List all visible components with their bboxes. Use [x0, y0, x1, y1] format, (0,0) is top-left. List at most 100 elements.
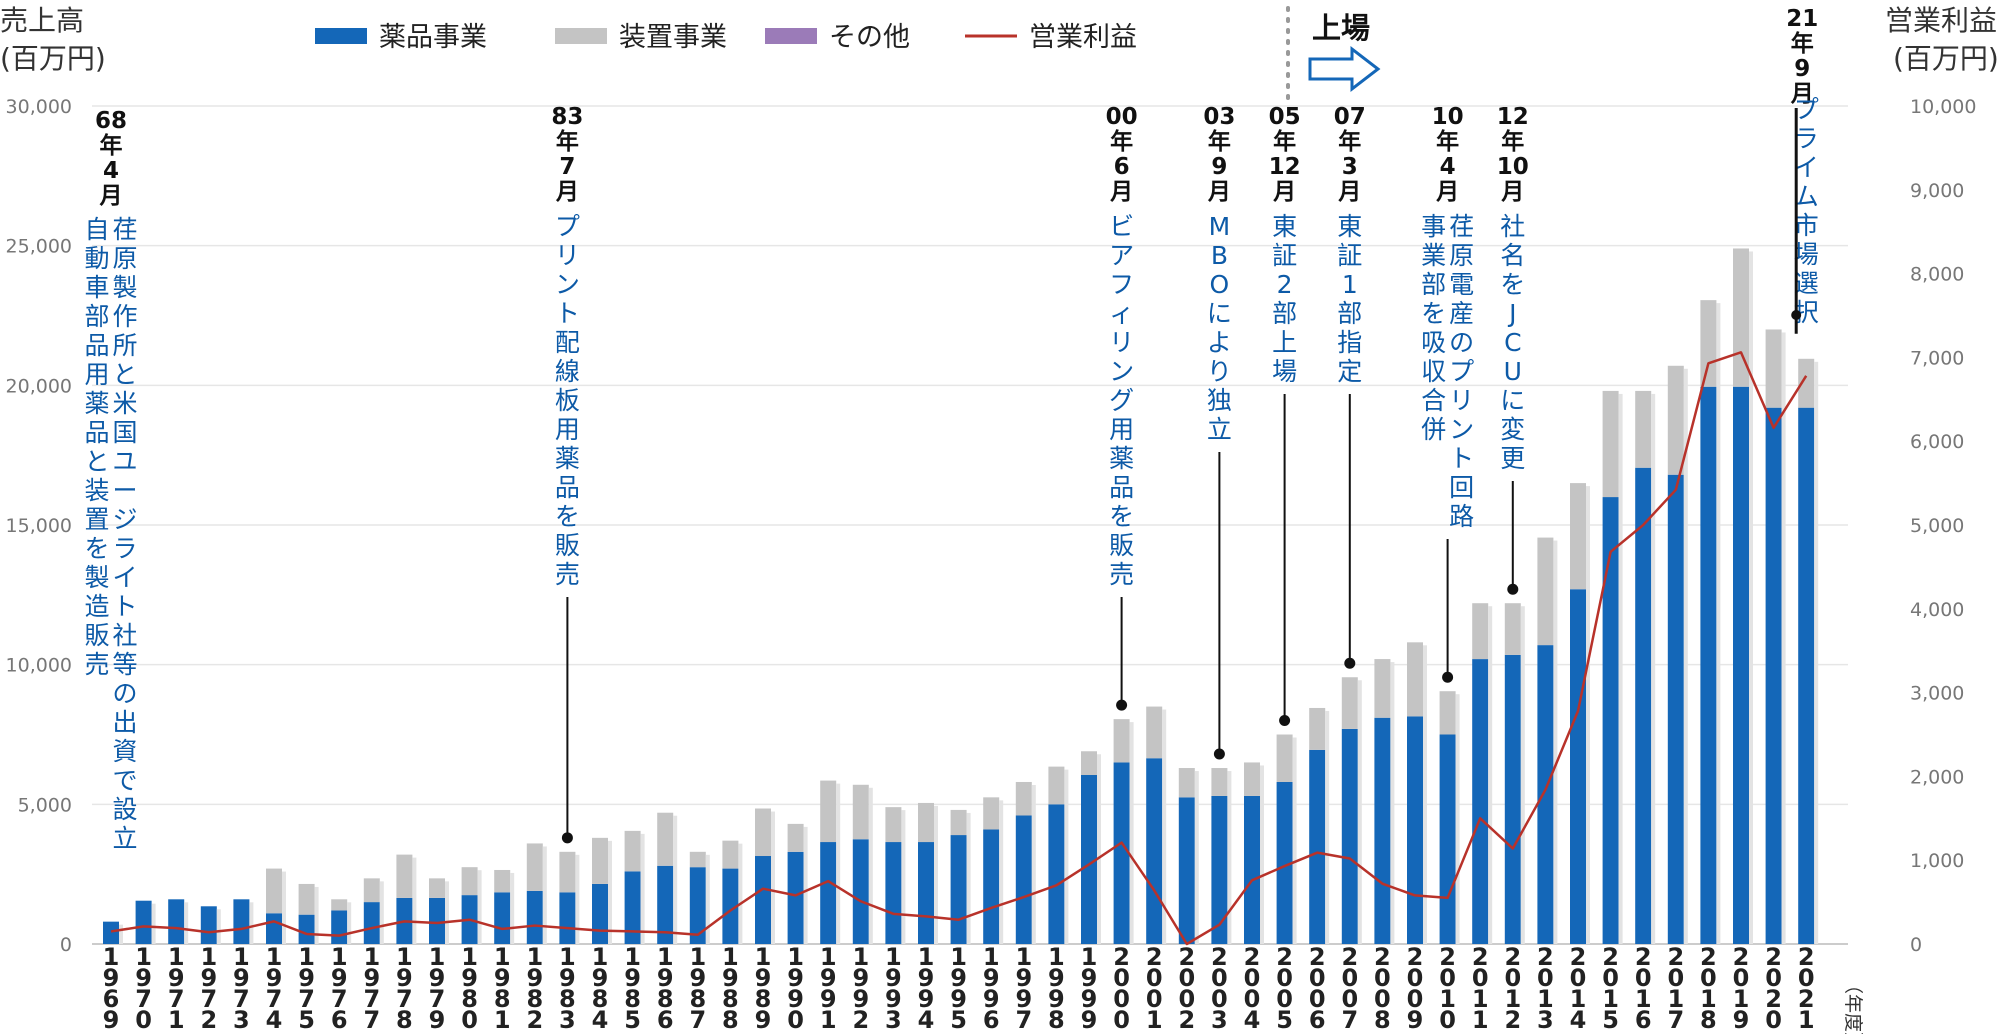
event-char: 業	[1421, 241, 1446, 270]
bar-equipment	[363, 878, 380, 903]
right-axis-ticks: 0 1,000 2,000 3,000 4,000 5,000 6,000 7,000 8,00…	[1910, 96, 1976, 956]
legend-label: その他	[829, 22, 910, 53]
event-char: を	[84, 534, 109, 563]
year-digit: 7	[168, 985, 185, 1013]
event-char: 出	[112, 708, 137, 737]
event-char: ユ	[112, 447, 137, 476]
year-digit: 7	[689, 1006, 706, 1034]
legend: 薬品事業 装置事業 その他 営業利益	[315, 22, 1137, 53]
event-date-part: 月	[1109, 179, 1133, 205]
year-digit: 9	[852, 964, 869, 992]
bar-equipment	[983, 797, 1000, 830]
year-digit: 3	[1211, 1006, 1228, 1034]
year-digit: 1	[429, 943, 446, 971]
bar-equipment	[1472, 603, 1489, 660]
event-char: ト	[1449, 444, 1474, 473]
year-digit: 7	[396, 985, 413, 1013]
right-axis-title: 営業利益	[1885, 4, 1997, 37]
bar-chemicals	[298, 914, 315, 944]
bar-chemicals	[722, 868, 739, 944]
event-char: 薬	[84, 389, 109, 418]
bar-chemicals	[885, 842, 902, 944]
event-char: ジ	[112, 505, 137, 534]
event-date-part: 00	[1106, 104, 1138, 130]
year-digit: 1	[1667, 985, 1684, 1013]
year-digit: 1	[1081, 943, 1098, 971]
event-char: 製	[112, 273, 137, 302]
bar-equipment	[559, 851, 576, 893]
year-digit: 0	[1798, 964, 1815, 992]
year-digit: 7	[1015, 1006, 1032, 1034]
year-digit: 9	[103, 1006, 120, 1034]
event-char: ト	[555, 299, 580, 328]
right-axis-tick-label: 9,000	[1910, 180, 1964, 202]
operating-profit-line	[110, 351, 1808, 946]
year-digit: 9	[624, 964, 641, 992]
event-char: ラ	[112, 534, 137, 563]
event-char: と	[112, 360, 137, 389]
year-digit: 9	[1048, 985, 1065, 1013]
bar-chemicals	[1309, 749, 1326, 944]
left-axis-unit: (百万円)	[0, 42, 106, 75]
year-digit: 1	[657, 943, 674, 971]
year-digit: 0	[1276, 985, 1293, 1013]
event-char: 販	[1109, 531, 1134, 560]
bar-shadow	[542, 846, 547, 944]
event-annotations: 68年4月荏原製作所と米国ユージライト社等の出資で設立自動車部品用薬品と装置を製…	[84, 6, 1818, 853]
year-digit: 9	[787, 985, 804, 1013]
bar-chemicals	[1635, 467, 1652, 944]
year-digit: 2	[1602, 943, 1619, 971]
event-char: 荏	[1449, 212, 1474, 241]
year-digit: 8	[657, 985, 674, 1013]
bar-chemicals	[950, 835, 967, 944]
year-digit: 8	[396, 1006, 413, 1034]
event-char: ラ	[1794, 124, 1819, 153]
year-digit: 9	[200, 964, 217, 992]
year-digit: 2	[1276, 943, 1293, 971]
right-axis-tick-label: 7,000	[1910, 347, 1964, 369]
event-char: 売	[84, 650, 109, 679]
year-digit: 1	[396, 943, 413, 971]
year-digit: 9	[918, 964, 935, 992]
year-digit: 1	[820, 1006, 837, 1034]
bar-equipment	[1244, 762, 1260, 796]
year-digit: 9	[363, 964, 380, 992]
year-digit: 1	[1798, 1006, 1815, 1034]
year-digit: 0	[1244, 985, 1261, 1013]
event-date-part: 12	[1497, 104, 1529, 130]
year-digit: 3	[1537, 1006, 1554, 1034]
event-date-part: 7	[559, 154, 575, 180]
year-digit: 1	[1015, 943, 1032, 971]
bar-chemicals	[494, 892, 511, 944]
bar-shadow	[1814, 361, 1819, 945]
year-digit: 8	[1374, 1006, 1391, 1034]
event-char: 線	[555, 357, 580, 386]
event-dot	[561, 832, 573, 844]
year-digit: 0	[1146, 964, 1163, 992]
bar-equipment	[396, 854, 413, 898]
event-date-part: 年	[1791, 30, 1814, 57]
year-digit: 2	[1667, 943, 1684, 971]
event-char: 自	[84, 215, 109, 244]
event-char: 品	[84, 331, 109, 360]
year-digit: 2	[1146, 943, 1163, 971]
year-digit: 0	[1211, 985, 1228, 1013]
bar-equipment	[1570, 483, 1586, 590]
year-digit: 1	[592, 943, 609, 971]
left-axis-tick-label: 0	[60, 934, 72, 956]
event-char: 部	[84, 302, 109, 331]
event-char: 合	[1421, 386, 1446, 415]
bar-equipment	[1178, 768, 1195, 798]
event-char: 売	[555, 560, 580, 589]
event-char: 品	[1109, 473, 1134, 502]
